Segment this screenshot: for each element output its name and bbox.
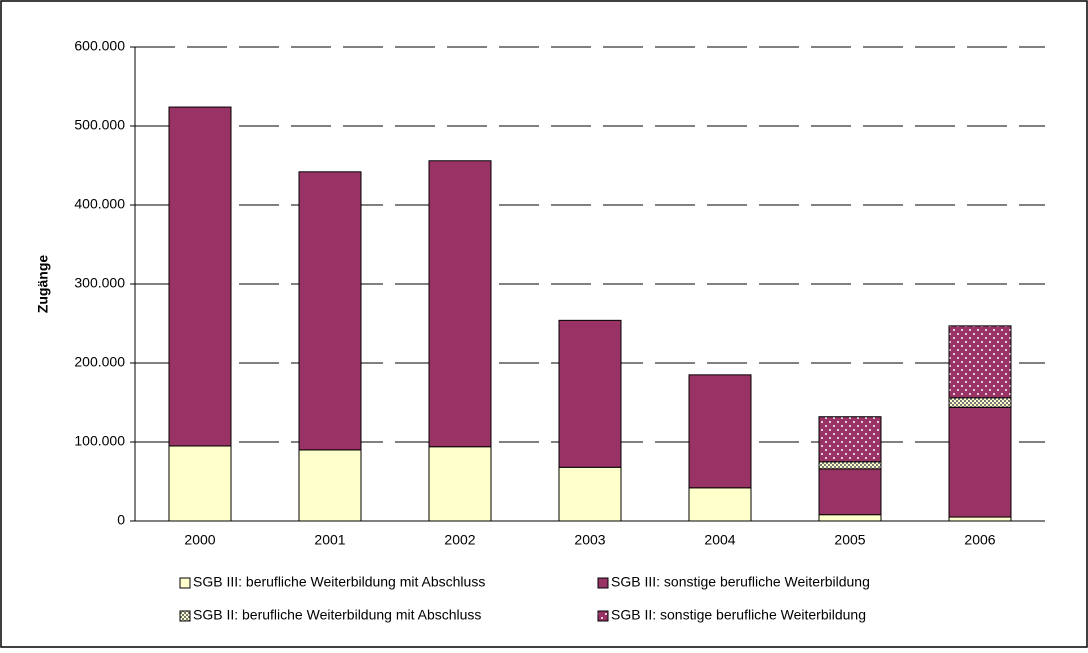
x-tick-label: 2000 [184,532,215,548]
legend-swatch [179,610,191,622]
legend-swatch [597,610,609,622]
bar-segment [168,106,232,447]
bar-segment [818,461,882,470]
legend-swatch [597,577,609,589]
y-tick-label: 500.000 [74,117,125,133]
bar-segment [948,397,1012,408]
legend-label: SGB III: sonstige berufliche Weiterbildu… [611,574,870,590]
y-axis-label: Zugänge [35,255,51,314]
legend-label: SGB II: berufliche Weiterbildung mit Abs… [193,607,481,623]
bar-segment [558,319,622,468]
bar-segment [948,516,1012,522]
bar-segment [298,449,362,522]
bar-segment [168,445,232,522]
x-tick-label: 2006 [964,532,995,548]
bar-segment [948,406,1012,518]
x-tick-label: 2001 [314,532,345,548]
legend-label: SGB III: berufliche Weiterbildung mit Ab… [193,574,485,590]
bar-segment [948,325,1012,399]
y-tick-label: 200.000 [74,354,125,370]
legend-swatch [179,577,191,589]
bar-segment [428,160,492,448]
bar-segment [558,466,622,522]
bar-segment [818,468,882,516]
x-tick-label: 2005 [834,532,865,548]
bar-segment [688,374,752,489]
bar-segment [688,487,752,522]
legend-label: SGB II: sonstige berufliche Weiterbildun… [611,607,866,623]
bar-segment [298,171,362,451]
y-tick-label: 300.000 [74,275,125,291]
x-tick-label: 2002 [444,532,475,548]
bar-segment [818,514,882,522]
y-tick-label: 100.000 [74,433,125,449]
x-tick-label: 2004 [704,532,735,548]
y-tick-label: 600.000 [74,38,125,54]
y-tick-label: 400.000 [74,196,125,212]
bar-segment [428,446,492,522]
y-tick-label: 0 [117,512,125,528]
bar-segment [818,416,882,463]
x-tick-label: 2003 [574,532,605,548]
